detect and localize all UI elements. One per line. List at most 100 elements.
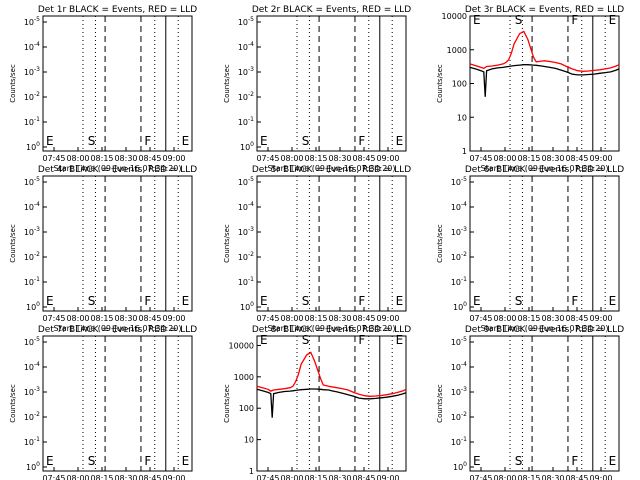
y-tick-label: 100	[26, 141, 40, 152]
x-tick-label: 08:45	[565, 474, 588, 480]
marker-label-e: E	[609, 13, 617, 27]
y-tick-label: 10-3	[238, 66, 254, 77]
marker-label-e: E	[473, 294, 481, 308]
marker-label-s: S	[88, 134, 96, 148]
plot-frame	[469, 335, 620, 472]
y-tick-label: 10-2	[451, 251, 467, 262]
y-tick-label: 100	[453, 301, 467, 312]
y-tick-label: 10	[244, 436, 254, 445]
x-tick-label: 08:15	[90, 314, 113, 323]
x-tick-label: 08:00	[493, 314, 516, 323]
x-tick-label: 07:45	[469, 314, 492, 323]
marker-label-e: E	[46, 134, 54, 148]
x-tick-label: 08:30	[114, 154, 137, 163]
marker-label-e: E	[396, 294, 404, 308]
y-tick-label: 1	[249, 467, 254, 476]
y-tick-label: 10-5	[238, 176, 254, 187]
y-tick-label: 100	[240, 141, 254, 152]
events-series-line	[256, 388, 407, 418]
marker-label-s: S	[302, 294, 310, 308]
marker-label-e: E	[609, 454, 617, 468]
y-tick-label: 10-2	[24, 411, 40, 422]
y-tick-label: 10-2	[238, 251, 254, 262]
marker-label-e: E	[609, 294, 617, 308]
y-tick-label: 10-4	[24, 41, 40, 52]
y-tick-label: 10-4	[24, 201, 40, 212]
y-tick-label: 10-3	[238, 226, 254, 237]
events-series-line	[469, 64, 620, 97]
marker-label-s: S	[88, 294, 96, 308]
marker-label-e: E	[260, 294, 268, 308]
x-tick-label: 08:15	[304, 474, 327, 480]
x-tick-label: 08:45	[352, 314, 375, 323]
plot-frame	[42, 15, 193, 152]
y-tick-label: 10-5	[451, 336, 467, 347]
x-axis-label: Start Time (09-Jun-16 07:34:20)	[268, 324, 396, 333]
marker-label-e: E	[396, 134, 404, 148]
y-tick-label: 10-2	[24, 91, 40, 102]
y-tick-label: 10-5	[451, 176, 467, 187]
y-tick-label: 10-1	[24, 436, 40, 447]
y-tick-label: 100	[240, 301, 254, 312]
y-tick-label: 10-4	[24, 361, 40, 372]
y-tick-label: 10-1	[451, 276, 467, 287]
x-tick-label: 08:00	[66, 154, 89, 163]
marker-label-f: F	[144, 454, 151, 468]
panel-title: Det 1r BLACK = Events, RED = LLD	[38, 5, 197, 15]
x-tick-label: 09:00	[589, 314, 612, 323]
x-tick-label: 08:00	[493, 474, 516, 480]
y-axis-label: Counts/sec	[9, 384, 17, 423]
lld-series-line	[469, 30, 620, 72]
marker-label-e: E	[182, 294, 190, 308]
y-axis-label: Counts/sec	[436, 224, 444, 263]
x-tick-label: 09:00	[589, 474, 612, 480]
y-tick-label: 100	[452, 80, 467, 89]
y-tick-label: 10-1	[24, 276, 40, 287]
marker-label-e: E	[473, 13, 481, 27]
panel-title: Det 6r BLACK = Events, RED = LLD	[465, 165, 624, 175]
marker-label-s: S	[88, 454, 96, 468]
plot-frame	[256, 15, 407, 152]
lld-series-line	[256, 351, 407, 397]
x-tick-label: 07:45	[256, 314, 279, 323]
marker-label-s: S	[302, 134, 310, 148]
y-axis-label: Counts/sec	[9, 64, 17, 103]
marker-label-f: F	[144, 134, 151, 148]
panel-title: Det 9r BLACK = Events, RED = LLD	[465, 325, 624, 335]
y-tick-label: 10-3	[451, 226, 467, 237]
x-tick-label: 08:45	[352, 474, 375, 480]
marker-label-f: F	[144, 294, 151, 308]
x-tick-label: 08:15	[517, 314, 540, 323]
y-tick-label: 10-4	[238, 201, 254, 212]
marker-label-f: F	[358, 294, 365, 308]
y-tick-label: 10-3	[451, 386, 467, 397]
y-tick-label: 10-5	[24, 336, 40, 347]
x-tick-label: 08:15	[517, 474, 540, 480]
y-tick-label: 10	[457, 113, 467, 122]
y-tick-label: 10-1	[238, 116, 254, 127]
plot-frame	[469, 175, 620, 312]
x-tick-label: 08:45	[138, 154, 161, 163]
y-tick-label: 10-2	[238, 91, 254, 102]
y-axis-label: Counts/sec	[436, 384, 444, 423]
x-tick-label: 08:30	[114, 314, 137, 323]
marker-label-e: E	[260, 333, 268, 347]
y-axis-label: Counts/sec	[9, 224, 17, 263]
marker-label-s: S	[302, 333, 310, 347]
y-tick-label: 10-5	[238, 16, 254, 27]
x-axis-label: Start Time (09-Jun-16 07:34:20)	[54, 164, 182, 173]
x-tick-label: 08:00	[66, 474, 89, 480]
plot-frame	[42, 175, 193, 312]
x-tick-label: 07:45	[42, 154, 65, 163]
x-tick-label: 07:45	[42, 474, 65, 480]
x-tick-label: 09:00	[589, 154, 612, 163]
marker-label-s: S	[515, 13, 523, 27]
y-tick-label: 1	[462, 147, 467, 156]
plot-frame	[256, 175, 407, 312]
